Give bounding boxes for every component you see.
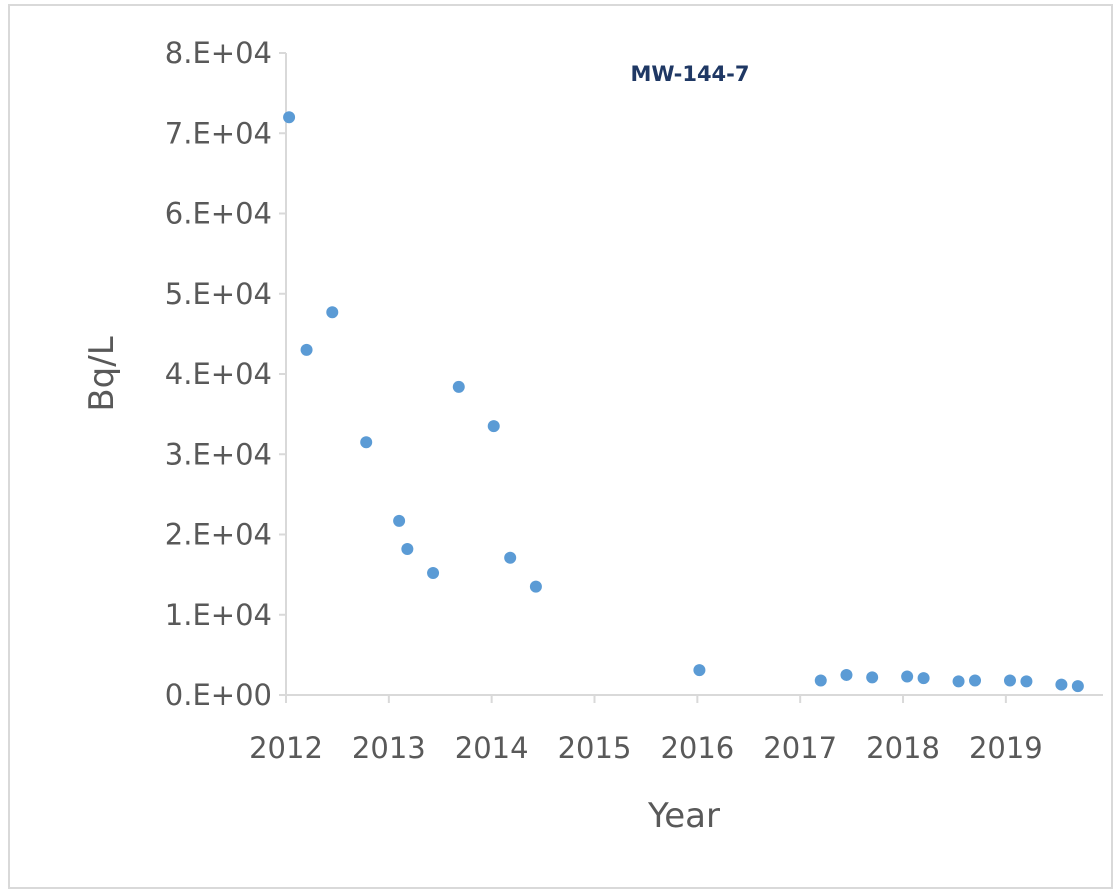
y-tick-label: 8.E+04 <box>165 36 272 70</box>
y-axis-ticks: 0.E+00 1.E+04 2.E+04 3.E+04 4.E+04 5.E+04 6.E+… <box>165 36 286 712</box>
x-tick-label: 2015 <box>558 731 632 765</box>
data-point <box>283 111 296 124</box>
x-axis-ticks: 2012 2013 2014 2015 2016 2017 2018 2019 <box>249 695 1043 765</box>
x-tick-label: 2019 <box>969 731 1043 765</box>
data-point <box>840 668 853 681</box>
x-tick-label: 2018 <box>866 731 940 765</box>
data-point <box>487 420 500 433</box>
data-point <box>401 542 414 555</box>
x-tick-label: 2014 <box>455 731 529 765</box>
data-point <box>866 671 879 684</box>
x-tick-label: 2012 <box>249 731 323 765</box>
data-point <box>693 664 706 677</box>
chart-title: MW-144-7 <box>631 62 750 86</box>
data-point <box>1055 678 1068 691</box>
y-tick-label: 6.E+04 <box>165 197 272 231</box>
chart-frame <box>8 4 1113 889</box>
data-point <box>360 436 373 449</box>
data-point <box>1020 675 1033 688</box>
y-tick-label: 7.E+04 <box>165 116 272 150</box>
x-axis-title: Year <box>647 796 720 836</box>
data-point <box>452 380 465 393</box>
y-tick-label: 3.E+04 <box>165 437 272 471</box>
data-point <box>393 514 406 527</box>
data-point <box>969 674 982 687</box>
x-tick-label: 2016 <box>660 731 734 765</box>
data-point <box>300 343 313 356</box>
y-tick-label: 1.E+04 <box>165 598 272 632</box>
axes <box>285 53 1103 696</box>
data-points <box>283 111 1084 693</box>
x-tick-label: 2013 <box>352 731 426 765</box>
data-point <box>901 670 914 683</box>
data-point <box>529 580 542 593</box>
data-point <box>427 567 440 580</box>
data-point <box>504 551 517 564</box>
data-point <box>1003 674 1016 687</box>
x-tick-label: 2017 <box>763 731 837 765</box>
y-tick-label: 0.E+00 <box>165 678 272 712</box>
y-axis-title: Bq/L <box>82 336 122 411</box>
data-point <box>326 306 339 319</box>
y-tick-label: 2.E+04 <box>165 518 272 552</box>
data-point <box>814 674 827 687</box>
y-tick-label: 5.E+04 <box>165 277 272 311</box>
y-tick-label: 4.E+04 <box>165 357 272 391</box>
data-point <box>917 672 930 685</box>
data-point <box>1071 680 1084 693</box>
data-point <box>952 675 965 688</box>
